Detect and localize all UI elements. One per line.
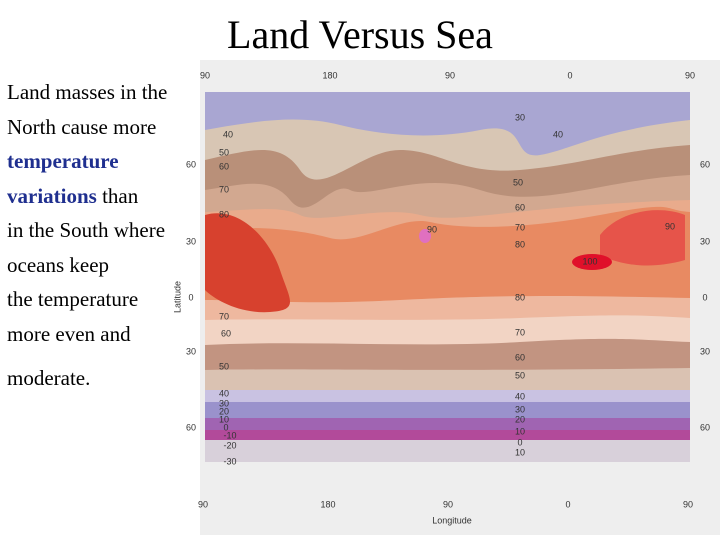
isotherm-label: 20 — [219, 406, 229, 416]
isotherm-label: 30 — [515, 112, 525, 122]
isotherm-label: 20 — [515, 414, 525, 424]
isotherm-label: 40 — [515, 391, 525, 401]
text-span: in the South where — [7, 218, 166, 242]
top-axis-label: 90 — [445, 70, 455, 80]
right-axis-label: 30 — [700, 346, 710, 356]
isotherm-label: 30 — [515, 404, 525, 414]
text-span: the temperature — [7, 287, 139, 311]
bands — [205, 92, 690, 463]
isotherm-label: 40 — [223, 129, 233, 139]
left-axis-label: 30 — [186, 346, 196, 356]
body-text: Land masses in the North cause more temper… — [7, 78, 167, 399]
isotherm-label: 60 — [515, 352, 525, 362]
body-line: variations than — [7, 182, 167, 217]
bottom-axis-label: 90 — [683, 499, 693, 509]
isotherm-label: 40 — [553, 129, 563, 139]
body-line: the temperature — [7, 285, 167, 320]
top-axis-label: 90 — [685, 70, 695, 80]
text-span: than — [96, 183, 139, 208]
isotherm-label: 50 — [219, 147, 229, 157]
isotherm-label: 40 — [219, 388, 229, 398]
body-line: moderate. — [7, 364, 167, 399]
x-axis-label: Longitude — [432, 515, 472, 525]
slide-title: Land Versus Sea — [227, 12, 493, 57]
left-axis-label: 60 — [186, 159, 196, 169]
body-line: Land masses in the — [7, 78, 167, 113]
isotherm-label: 10 — [515, 426, 525, 436]
left-axis-label: 60 — [186, 422, 196, 432]
bottom-axis-label: 0 — [565, 499, 570, 509]
text-span: variations — [7, 183, 97, 208]
y-axis-label: Latitude — [172, 281, 182, 313]
bottom-axis-label: 90 — [443, 499, 453, 509]
body-line: North cause more — [7, 113, 167, 148]
text-span: more even and — [7, 321, 131, 346]
right-axis-label: 60 — [700, 422, 710, 432]
isotherm-label: 70 — [515, 222, 525, 232]
isotherm-label: 50 — [515, 370, 525, 380]
isotherm-label: 60 — [219, 161, 229, 171]
isotherm-label: 70 — [219, 311, 229, 321]
isotherm-label: 30 — [219, 398, 229, 408]
text-span: North cause more — [7, 114, 157, 139]
isotherm-label: 70 — [515, 327, 525, 337]
isotherm-label: 10 — [219, 414, 229, 424]
isotherm-label: 80 — [515, 292, 525, 302]
temperature-map: 90 180 90 0 90 90 180 90 0 90 60 30 0 30 60 60 30 0 30 60 La… — [172, 60, 720, 535]
isotherm-label: 0 — [223, 422, 228, 432]
isotherm-label: 90 — [665, 221, 675, 231]
body-line: temperature — [7, 147, 167, 182]
text-span: moderate. — [7, 366, 91, 390]
bottom-axis-label: 90 — [198, 499, 208, 509]
isotherm-label: 80 — [219, 209, 229, 219]
isotherm-label: 90 — [427, 224, 437, 234]
text-span: oceans keep — [7, 252, 110, 277]
left-axis-label: 30 — [186, 236, 196, 246]
text-span: temperature — [7, 149, 119, 173]
isotherm-label: 0 — [517, 437, 522, 447]
text-span: Land masses in the — [7, 80, 168, 104]
isotherm-label: 50 — [219, 361, 229, 371]
isotherm-label: 60 — [221, 328, 231, 338]
isotherm-label: -30 — [223, 456, 236, 466]
isotherm-label: 80 — [515, 239, 525, 249]
top-axis-label: 90 — [200, 70, 210, 80]
body-line: oceans keep — [7, 251, 167, 286]
isotherm-label: -10 — [223, 430, 236, 440]
bottom-axis-label: 180 — [320, 499, 335, 509]
isotherm-label: 60 — [515, 202, 525, 212]
body-line: more even and — [7, 320, 167, 355]
right-axis-label: 60 — [700, 159, 710, 169]
isotherm-label: 10 — [515, 447, 525, 457]
right-axis-label: 30 — [700, 236, 710, 246]
right-axis-label: 0 — [702, 292, 707, 302]
isotherm-label: 50 — [513, 177, 523, 187]
isotherm-label: 70 — [219, 184, 229, 194]
isotherm-label: 100 — [582, 256, 597, 266]
isotherm-label: -20 — [223, 440, 236, 450]
top-axis-label: 180 — [322, 70, 337, 80]
top-axis-label: 0 — [567, 70, 572, 80]
body-line: in the South where — [7, 216, 167, 251]
left-axis-label: 0 — [188, 292, 193, 302]
